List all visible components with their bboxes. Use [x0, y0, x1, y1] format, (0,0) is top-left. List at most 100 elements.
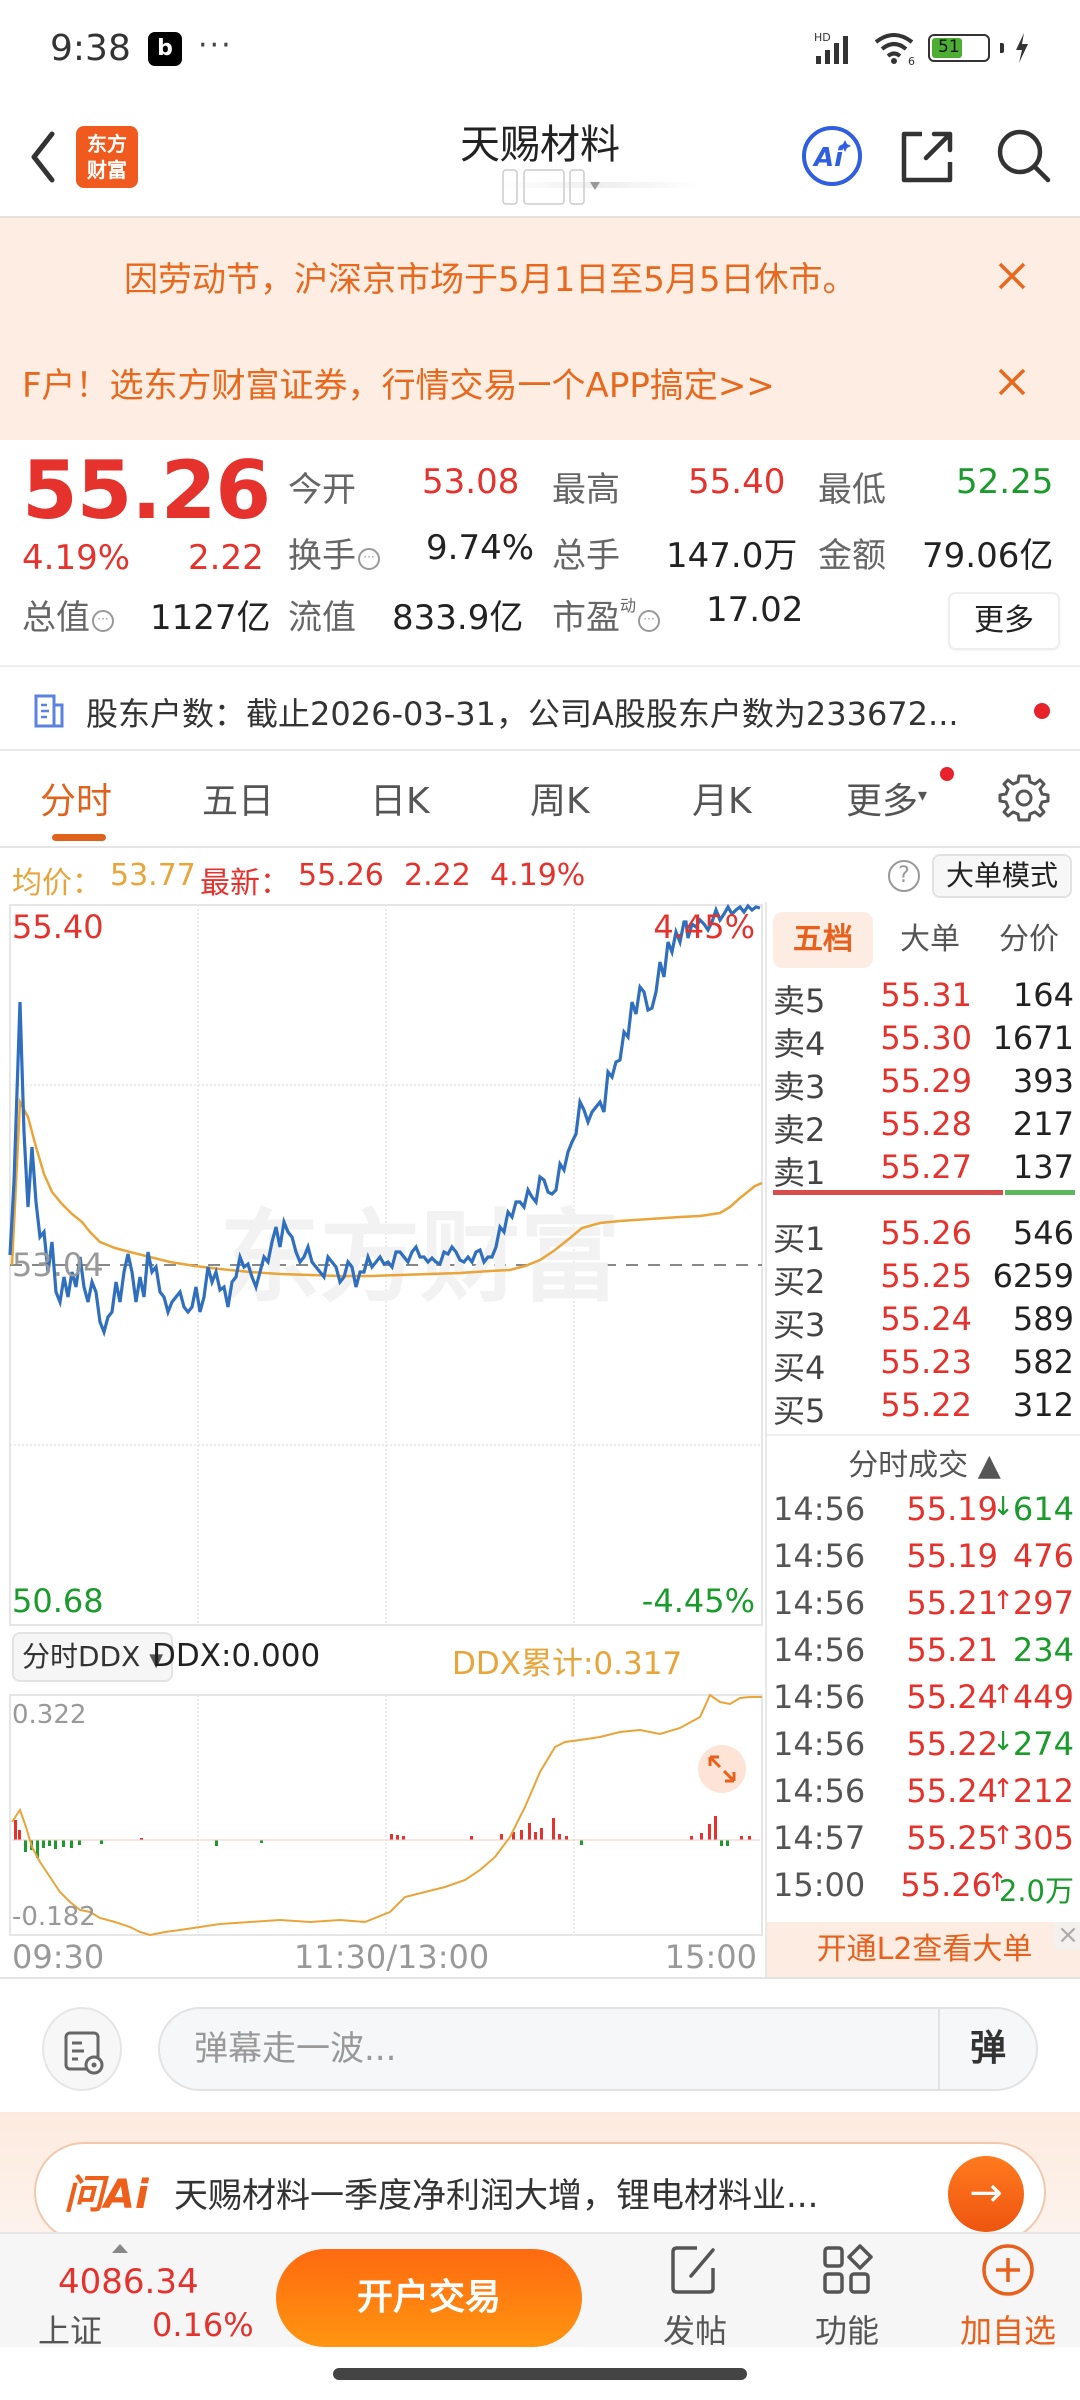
ddx-y-max: 0.322	[12, 1700, 87, 1730]
info-icon[interactable]: ···	[92, 610, 114, 632]
trade-direction-icon: ↓	[992, 1727, 1014, 1757]
trade-price: 55.19	[906, 1490, 998, 1528]
cellular-signal-icon: HD	[814, 31, 848, 64]
ddx-indicator-selector[interactable]: 分时DDX ▼	[12, 1632, 174, 1682]
tab-more[interactable]: 更多▾	[846, 772, 927, 824]
trade-row: 14:56 55.19 ↓ 614	[767, 1490, 1080, 1536]
search-icon[interactable]	[992, 124, 1056, 188]
notification-app-icon: b	[148, 32, 182, 66]
danmaku-placeholder: 弹幕走一波...	[194, 2029, 397, 2069]
ask-price: 55.29	[880, 1062, 972, 1100]
close-icon[interactable]	[992, 362, 1032, 402]
arrow-right-icon[interactable]: →	[948, 2156, 1024, 2232]
info-icon[interactable]: ···	[358, 548, 380, 570]
trade-row: 14:56 55.21 234	[767, 1631, 1080, 1677]
trade-row: 14:57 55.25 ↑ 305	[767, 1819, 1080, 1865]
trade-price: 55.25	[906, 1819, 998, 1857]
more-stats-button[interactable]: 更多	[948, 592, 1060, 650]
ai-icon[interactable]: Ai	[800, 124, 864, 188]
tab-five-levels[interactable]: 五档	[773, 912, 873, 968]
bid-price: 55.26	[880, 1214, 972, 1252]
time-axis-start: 09:30	[12, 1938, 105, 1976]
turnover-label[interactable]: 换手 ···	[288, 528, 380, 577]
comment-bar: 弹幕走一波... 弹	[0, 1977, 1080, 2112]
bid-level: 买3	[773, 1306, 826, 1344]
ddx-value: DDX:0.000	[152, 1638, 321, 1674]
close-icon[interactable]: ×	[1054, 1922, 1080, 1950]
l2-upgrade-banner[interactable]: 开通L2查看大单 ×	[767, 1922, 1080, 1977]
status-indicators: HD 6 51	[812, 30, 1030, 66]
ask-level: 卖3	[773, 1068, 826, 1106]
ask-volume: 1671	[992, 1019, 1074, 1057]
info-icon[interactable]: ···	[638, 610, 661, 632]
divider	[767, 1434, 1080, 1436]
trade-price: 55.19	[906, 1537, 998, 1575]
expand-icon	[698, 1745, 746, 1793]
tab-intraday[interactable]: 分时	[40, 781, 113, 822]
battery-level: 51	[932, 38, 962, 58]
gear-icon[interactable]	[998, 772, 1050, 824]
market-cap-label[interactable]: 总值 ···	[22, 590, 114, 639]
change-percent: 4.19%	[22, 538, 131, 578]
volume-label: 总手	[552, 536, 620, 576]
promo-banner-text: F户！选东方财富证券，行情交易一个APP搞定>>	[22, 365, 775, 406]
notice-text: 股东户数：截止2026-03-31，公司A股股东户数为233672...	[86, 695, 959, 733]
intraday-chart[interactable]: 东方财富	[0, 902, 765, 1977]
trade-time: 14:56	[773, 1584, 866, 1622]
tab-weekly-k[interactable]: 周K	[530, 781, 590, 822]
home-indicator[interactable]	[333, 2368, 747, 2380]
battery-icon: 51	[928, 34, 990, 62]
help-icon[interactable]: ?	[888, 860, 920, 892]
post-label: 发帖	[662, 2312, 727, 2350]
pe-dynamic-marker: 动	[620, 596, 637, 615]
charging-icon	[1016, 33, 1028, 63]
promo-banner[interactable]: F户！选东方财富证券，行情交易一个APP搞定>>	[0, 332, 1080, 432]
danmaku-settings-icon	[64, 2031, 104, 2075]
ask-level: 卖4	[773, 1025, 826, 1063]
functions-label: 功能	[814, 2312, 879, 2350]
danmaku-toggle-button[interactable]: 弹	[938, 2009, 1036, 2089]
danmaku-input[interactable]: 弹幕走一波... 弹	[158, 2007, 1038, 2091]
pe-label[interactable]: 市盈动···	[552, 590, 661, 639]
danmaku-settings-button[interactable]	[42, 2007, 122, 2091]
add-watchlist-button[interactable]: 加自选	[948, 2242, 1068, 2352]
tab-daily-k[interactable]: 日K	[370, 781, 430, 822]
tab-big-orders[interactable]: 大单	[900, 922, 960, 957]
intraday-chart-canvas[interactable]: 东方财富	[0, 902, 765, 1977]
status-time: 9:38	[50, 28, 131, 69]
back-icon[interactable]	[22, 122, 62, 192]
functions-button[interactable]: 功能	[792, 2242, 902, 2352]
trades-header[interactable]: 分时成交 ▲	[848, 1448, 1001, 1483]
close-icon[interactable]	[992, 256, 1032, 296]
nav-actions: Ai	[800, 124, 1056, 188]
index-percent: 0.16%	[152, 2306, 254, 2344]
trade-time: 14:56	[773, 1772, 866, 1810]
tab-five-day[interactable]: 五日	[202, 781, 275, 822]
tab-monthly-k[interactable]: 月K	[692, 781, 752, 822]
trade-volume: 274	[1012, 1725, 1074, 1763]
trade-time: 14:56	[773, 1678, 866, 1716]
ai-logo: 问Ai	[64, 2172, 149, 2218]
trade-time: 14:56	[773, 1631, 866, 1669]
holiday-banner[interactable]: 因劳动节，沪深京市场于5月1日至5月5日休市。	[0, 226, 1080, 326]
trade-volume: 297	[1012, 1584, 1074, 1622]
bid-level: 买4	[773, 1349, 826, 1387]
trade-volume: 614	[1012, 1490, 1074, 1528]
bid-price: 55.23	[880, 1343, 972, 1381]
expand-up-icon	[112, 2244, 128, 2253]
shareholder-notice[interactable]: 股东户数：截止2026-03-31，公司A股股东户数为233672...	[0, 665, 1080, 751]
share-icon[interactable]	[896, 124, 960, 188]
tab-price-distribution[interactable]: 分价	[999, 922, 1059, 957]
big-order-mode-button[interactable]: 大单模式	[932, 854, 1072, 898]
app-logo[interactable]: 东方 财富	[76, 126, 138, 188]
bid-row: 买1 55.26 546	[767, 1214, 1080, 1258]
market-cap-label-text: 总值	[22, 598, 90, 638]
ask-price: 55.30	[880, 1019, 972, 1057]
svg-text:HD: HD	[814, 31, 831, 44]
bid-row: 买5 55.22 312	[767, 1386, 1080, 1430]
ai-question-card[interactable]: 问Ai 天赐材料一季度净利润大增，锂电材料业... →	[34, 2142, 1046, 2242]
grid-icon	[823, 2244, 873, 2294]
post-button[interactable]: 发帖	[640, 2242, 750, 2352]
open-account-trade-button[interactable]: 开户交易	[276, 2249, 582, 2347]
trade-row: 14:56 55.24 ↑ 449	[767, 1678, 1080, 1724]
